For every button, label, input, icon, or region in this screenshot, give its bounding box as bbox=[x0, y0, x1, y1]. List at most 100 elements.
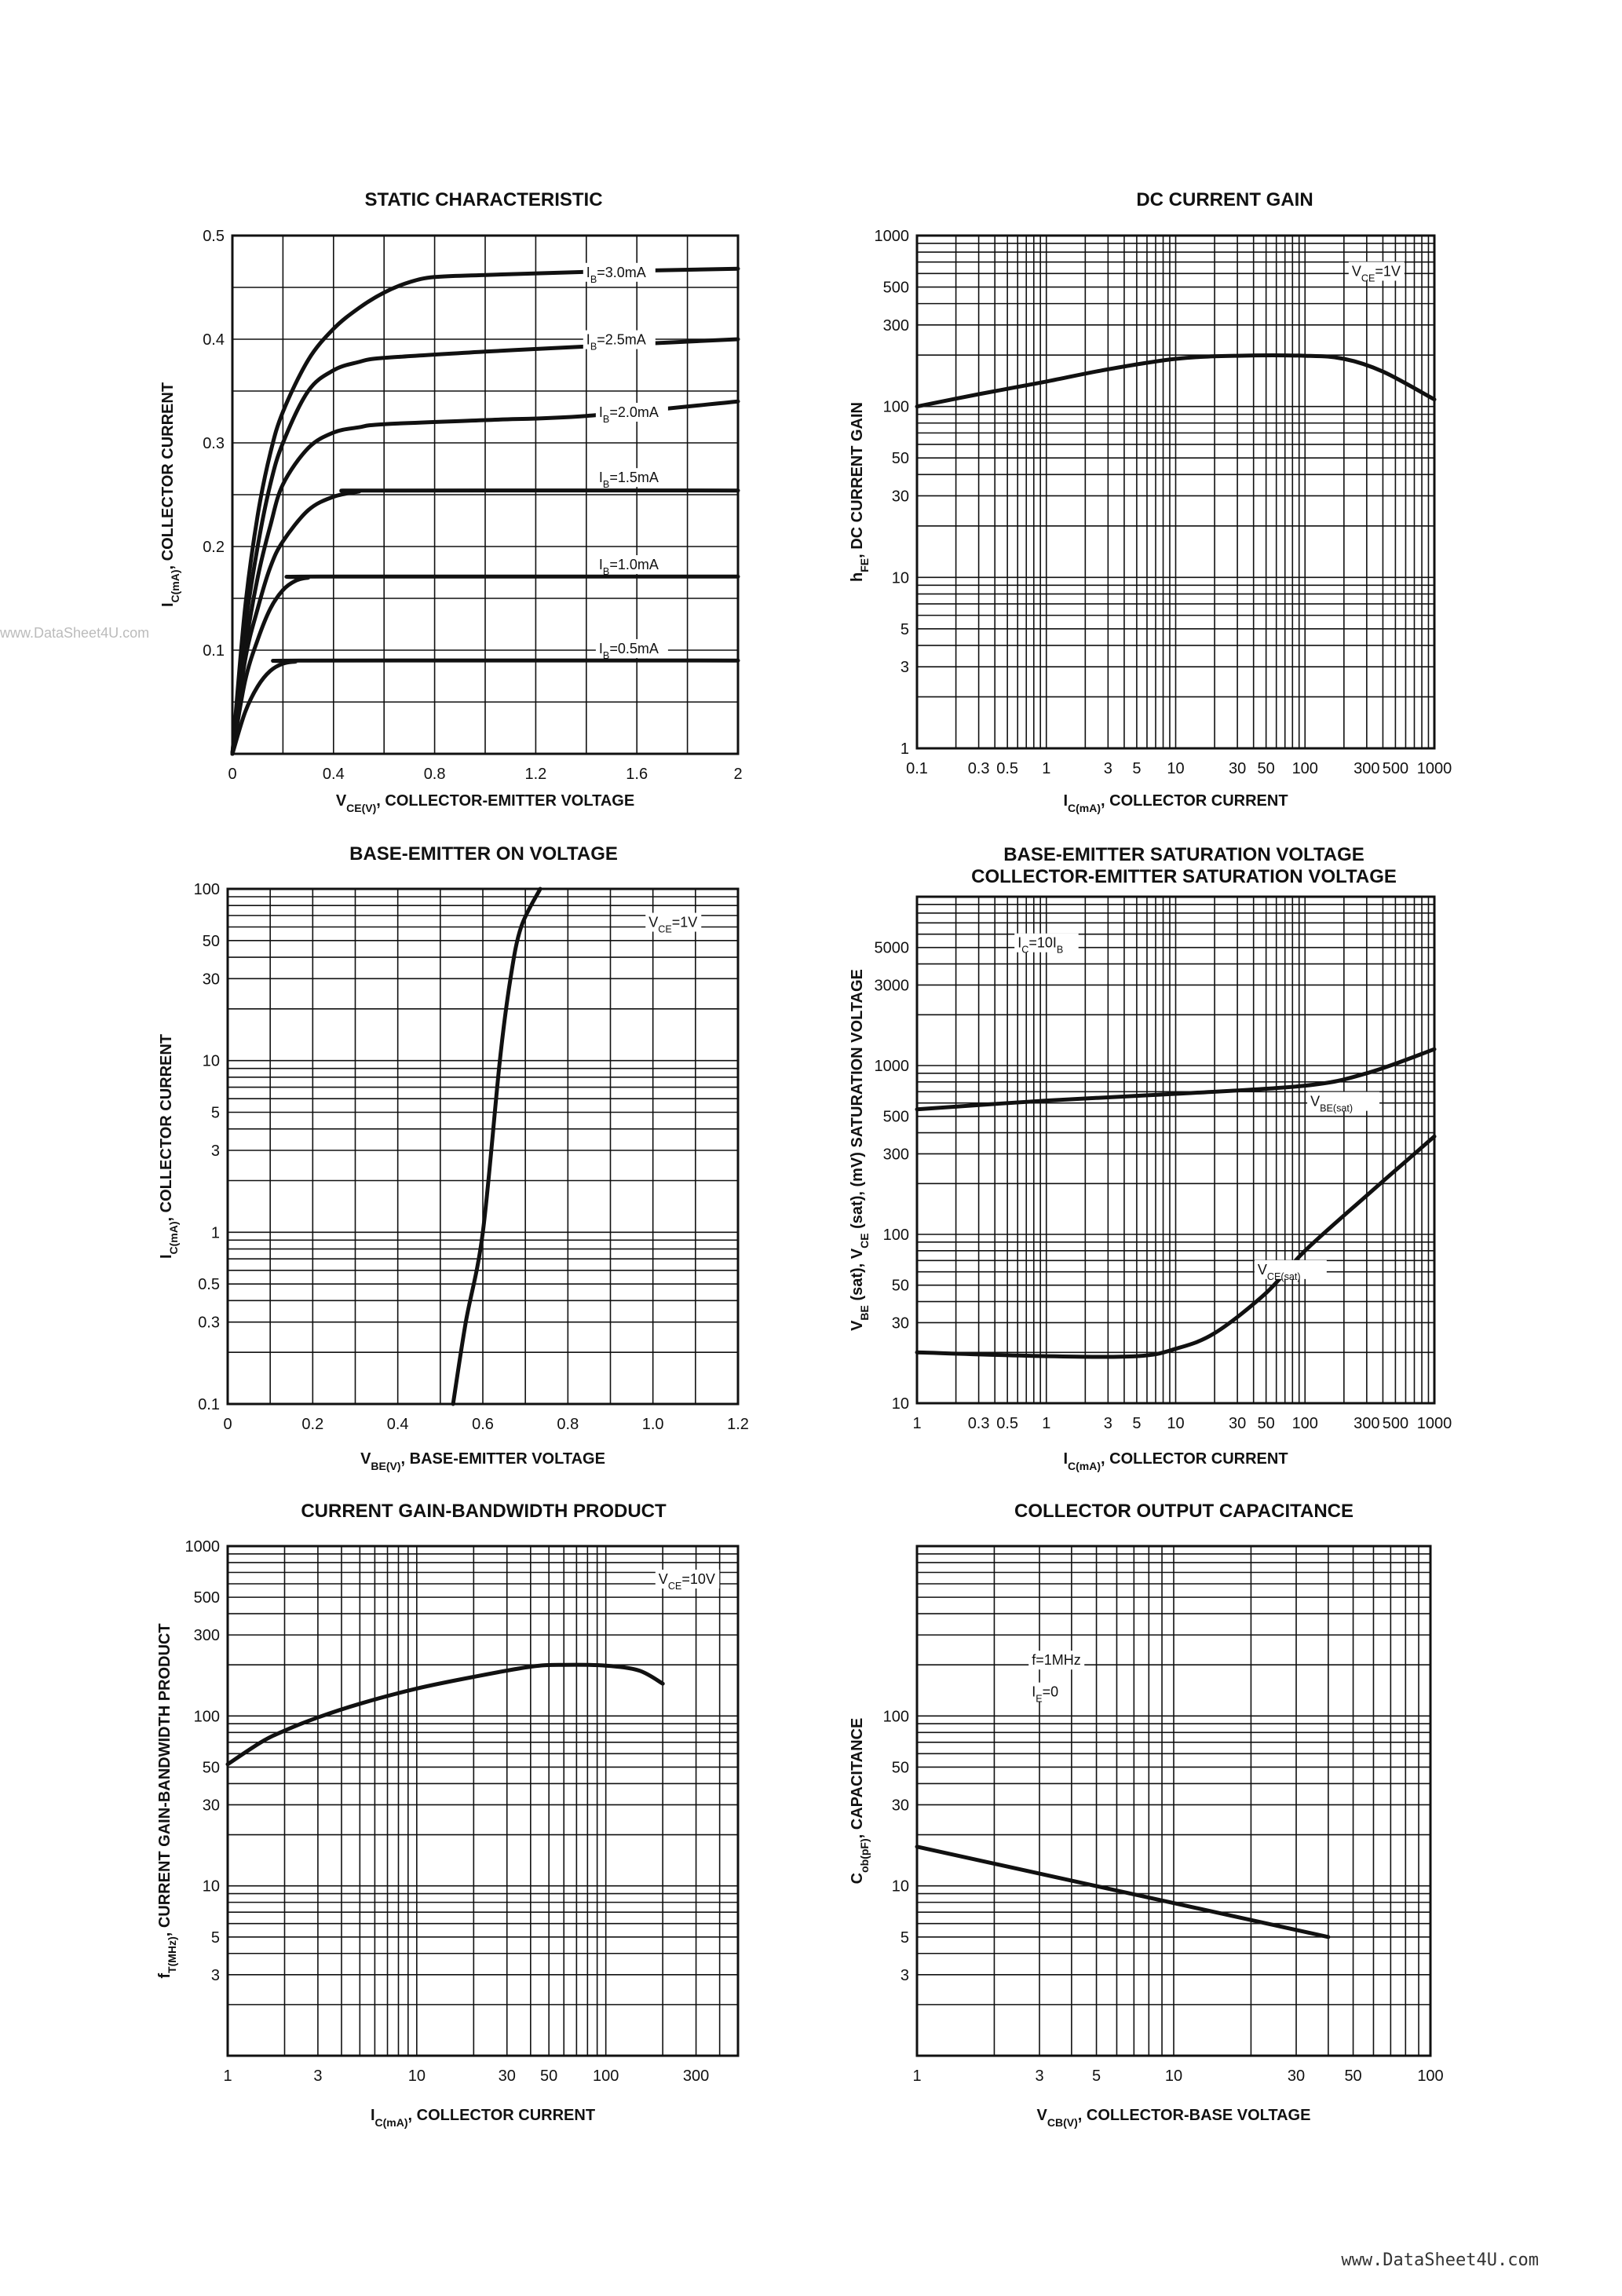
chart-vbe: 0 0.2 0.4 0.6 0.8 1.0 1.2 0.1 0.3 0.5 1 3 5 10 30 50 100… bbox=[158, 843, 749, 1472]
x-tick-label: 0.5 bbox=[996, 1415, 1018, 1432]
x-tick-label: 0.8 bbox=[557, 1416, 579, 1433]
x-tick-label: 5 bbox=[1092, 2067, 1101, 2085]
annotation-bg bbox=[595, 468, 668, 488]
x-tick-label: 1.2 bbox=[524, 766, 546, 783]
series-line bbox=[230, 266, 740, 756]
grid-hfe bbox=[916, 235, 1435, 749]
x-tick-label: 0.6 bbox=[472, 1416, 494, 1433]
x-tick-label: 10 bbox=[1165, 2067, 1182, 2085]
x-tick-label: 0.8 bbox=[424, 766, 446, 783]
y-axis-label: IC(mA), COLLECTOR CURRENT bbox=[158, 1034, 180, 1259]
y-axis-label: hFE, DC CURRENT GAIN bbox=[849, 402, 871, 582]
x-tick-label: 1 bbox=[223, 2067, 232, 2085]
x-tick-label: 500 bbox=[1383, 760, 1408, 777]
annotation-bg bbox=[1014, 933, 1079, 952]
y-tick-label: 30 bbox=[203, 971, 220, 988]
series-line bbox=[230, 337, 740, 756]
annotation-label: IB=2.0mA bbox=[599, 404, 659, 425]
y-tick-label: 30 bbox=[892, 1314, 909, 1332]
chart-hfe: 0.1 0.3 0.5 1 3 5 10 30 50 100 300 500 1000135103050… bbox=[849, 189, 1452, 814]
x-axis-label: IC(mA), COLLECTOR CURRENT bbox=[371, 2107, 595, 2129]
annotation-bg bbox=[1307, 1091, 1380, 1111]
annotation-label: IC=10IB bbox=[1017, 935, 1063, 956]
y-tick-label: 1 bbox=[211, 1224, 220, 1241]
chart-subtitle: COLLECTOR-EMITTER SATURATION VOLTAGE bbox=[971, 866, 1397, 887]
series-line bbox=[915, 1134, 1437, 1359]
x-tick-label: 1 bbox=[1042, 1415, 1050, 1432]
chart-title: BASE-EMITTER SATURATION VOLTAGE bbox=[1003, 844, 1364, 865]
annotation-bg bbox=[595, 403, 668, 422]
y-tick-label: 0.5 bbox=[203, 228, 225, 245]
y-tick-label: 0.4 bbox=[203, 331, 225, 349]
y-tick-label: 500 bbox=[883, 1109, 909, 1126]
y-tick-label: 10 bbox=[892, 1878, 909, 1896]
chart-title: COLLECTOR OUTPUT CAPACITANCE bbox=[1014, 1501, 1353, 1522]
x-tick-label: 1 bbox=[912, 2067, 921, 2085]
y-tick-label: 300 bbox=[883, 1146, 909, 1163]
annotation-label: VCE=1V bbox=[1352, 263, 1401, 283]
x-tick-label: 1.2 bbox=[727, 1416, 749, 1433]
x-tick-label: 0.2 bbox=[301, 1416, 323, 1433]
annotation-label: IB=1.0mA bbox=[599, 557, 659, 577]
x-tick-label: 30 bbox=[499, 2067, 516, 2085]
x-tick-label: 100 bbox=[593, 2067, 619, 2085]
y-tick-label: 1000 bbox=[875, 1058, 910, 1075]
plot-frame bbox=[226, 1545, 740, 2057]
series-line bbox=[915, 1047, 1437, 1112]
x-tick-label: 1 bbox=[1042, 760, 1050, 777]
y-tick-label: 0.1 bbox=[203, 642, 225, 660]
annotation-label: VBE(sat) bbox=[1310, 1094, 1353, 1114]
x-tick-label: 10 bbox=[1167, 760, 1184, 777]
x-tick-label: 3 bbox=[1104, 1415, 1112, 1432]
annotation-label: IE=0 bbox=[1032, 1684, 1058, 1705]
chart-title: BASE-EMITTER ON VOLTAGE bbox=[349, 843, 618, 865]
y-tick-label: 100 bbox=[883, 1227, 909, 1244]
x-tick-label: 300 bbox=[1353, 1415, 1379, 1432]
x-tick-label: 100 bbox=[1417, 2067, 1443, 2085]
y-axis-label: VBE (sat), VCE (sat), (mV) SATURATION VO… bbox=[849, 969, 871, 1331]
x-tick-label: 5 bbox=[1132, 1415, 1141, 1432]
y-tick-label: 3000 bbox=[875, 977, 910, 994]
x-tick-label: 300 bbox=[683, 2067, 709, 2085]
y-tick-label: 50 bbox=[203, 933, 220, 950]
y-tick-label: 0.3 bbox=[203, 435, 225, 452]
y-tick-label: 0.3 bbox=[198, 1314, 220, 1332]
plot-frame bbox=[915, 1545, 1432, 2057]
y-tick-label: 3 bbox=[901, 659, 909, 676]
series-line bbox=[230, 399, 740, 756]
y-tick-label: 300 bbox=[883, 317, 909, 335]
annotation-bg bbox=[583, 262, 656, 282]
x-tick-label: 1.0 bbox=[642, 1416, 664, 1433]
x-axis-label: VCE(V), COLLECTOR-EMITTER VOLTAGE bbox=[336, 792, 634, 814]
y-tick-label: 5 bbox=[901, 621, 909, 638]
grid-static bbox=[232, 235, 739, 755]
x-tick-label: 3 bbox=[313, 2067, 322, 2085]
x-tick-label: 0.1 bbox=[906, 760, 928, 777]
annotation-label: f=1MHz bbox=[1032, 1652, 1081, 1668]
y-tick-label: 0.5 bbox=[198, 1276, 220, 1293]
x-tick-label: 1 bbox=[912, 1415, 921, 1432]
annotation-bg bbox=[595, 555, 668, 575]
y-tick-label: 500 bbox=[194, 1589, 220, 1607]
chart-static: 0 0.4 0.8 1.2 1.6 2 0.1 0.2 0.3 0.4 0.5 STATIC CHAR… bbox=[159, 189, 743, 814]
y-tick-label: 5 bbox=[211, 1104, 220, 1121]
x-tick-label: 3 bbox=[1035, 2067, 1043, 2085]
grid-ft bbox=[227, 1545, 739, 2057]
x-tick-label: 30 bbox=[1229, 1415, 1246, 1432]
y-tick-label: 100 bbox=[883, 399, 909, 416]
x-tick-label: 500 bbox=[1383, 1415, 1408, 1432]
x-tick-label: 0.4 bbox=[323, 766, 345, 783]
chart-sat: 1 0.3 0.5 1 3 5 10 30 50 100 300 500 100010305010030… bbox=[849, 844, 1452, 1472]
grid-cob bbox=[916, 1545, 1431, 2057]
annotation-bg bbox=[583, 330, 656, 349]
plot-frame bbox=[226, 887, 740, 1406]
x-tick-label: 50 bbox=[1258, 1415, 1275, 1432]
annotation-label: IB=2.5mA bbox=[586, 332, 646, 353]
y-tick-label: 5 bbox=[901, 1929, 909, 1947]
chart-title: CURRENT GAIN-BANDWIDTH PRODUCT bbox=[301, 1501, 667, 1522]
x-tick-label: 50 bbox=[1258, 760, 1275, 777]
x-tick-label: 3 bbox=[1104, 760, 1112, 777]
y-tick-label: 10 bbox=[203, 1053, 220, 1070]
x-tick-label: 2 bbox=[733, 766, 742, 783]
